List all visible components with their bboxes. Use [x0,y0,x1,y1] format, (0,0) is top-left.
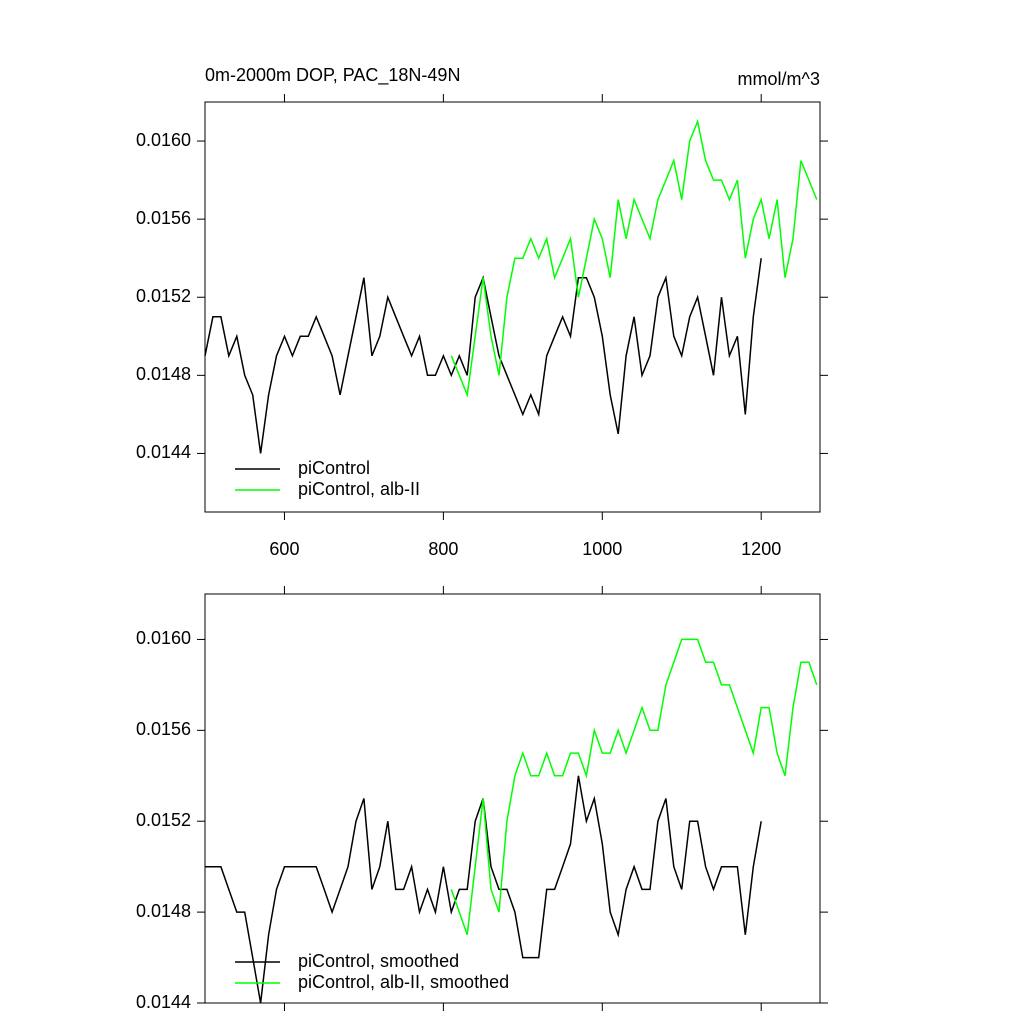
legend-label: piControl, alb-II, smoothed [298,972,509,992]
legend-label: piControl, alb-II [298,479,420,499]
y-tick-label: 0.0152 [136,286,191,306]
units-label: mmol/m^3 [738,69,820,89]
series-line [450,638,818,936]
y-tick-label: 0.0148 [136,364,191,384]
y-tick-label: 0.0160 [136,130,191,150]
series-line [204,258,762,454]
y-tick-label: 0.0144 [136,992,191,1012]
series-line [205,775,762,1004]
y-tick-label: 0.0152 [136,810,191,830]
plot-frame [204,593,821,1004]
y-tick-label: 0.0160 [136,628,191,648]
x-tick-label: 1000 [582,539,622,559]
y-tick-label: 0.0148 [136,901,191,921]
chart-title: 0m-2000m DOP, PAC_18N-49N [205,65,460,86]
y-tick-label: 0.0156 [136,719,191,739]
y-tick-label: 0.0144 [136,442,191,462]
legend-label: piControl [298,458,370,478]
series-line [450,118,818,398]
x-tick-label: 800 [428,539,458,559]
y-tick-label: 0.0156 [136,208,191,228]
legend-label: piControl, smoothed [298,951,459,971]
x-tick-label: 600 [269,539,299,559]
plot-frame [204,101,821,513]
x-tick-label: 1200 [741,539,781,559]
